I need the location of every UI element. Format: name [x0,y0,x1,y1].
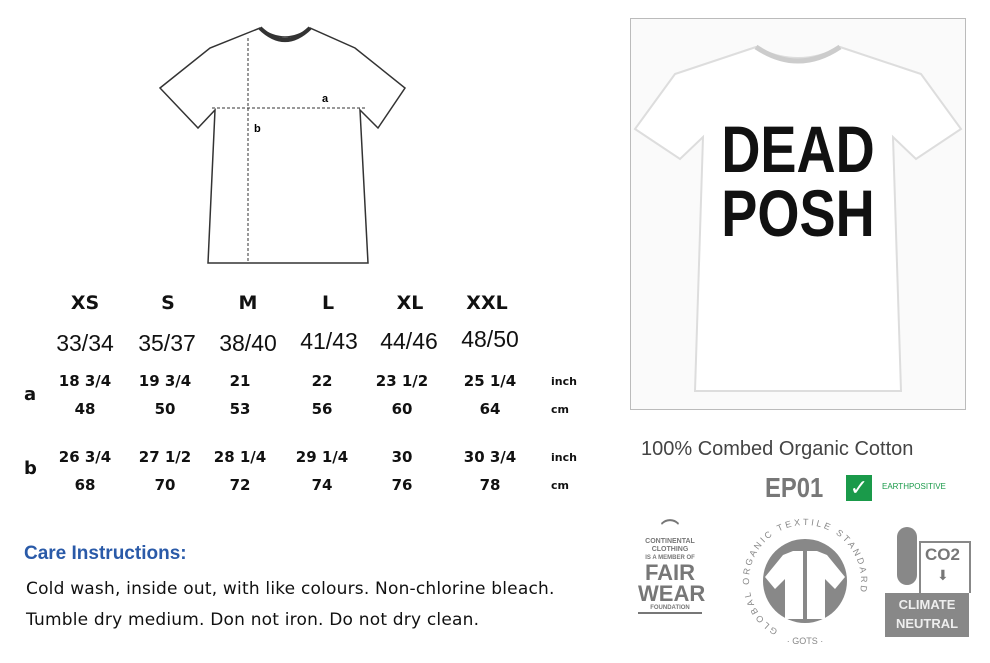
measurement-cell: 48 [74,400,96,418]
care-line-2: Tumble dry medium. Don not iron. Do not … [26,610,480,630]
measurement-cell: 70 [154,476,176,494]
measurement-cell: 60 [391,400,413,418]
material-label: 100% Combed Organic Cotton [641,438,914,460]
size-s: S [161,292,175,314]
climate-text: NEUTRAL [895,616,959,631]
foot-icon [897,527,917,585]
climate-neutral-logo: CO2 ⬇ CLIMATE NEUTRAL [885,527,971,637]
brand-label: EARTHPOSITIVE [882,482,946,491]
chest-xs: 33/34 [56,330,114,356]
fw-text: IS A MEMBER OF [645,555,695,561]
measurement-cell: 72 [229,476,251,494]
co2-label: CO2 [925,545,960,564]
unit-label: inch [551,451,577,464]
unit-label: inch [551,375,577,388]
gots-bottom-text: · GOTS · [787,636,824,646]
measurement-cell: 29 1/4 [295,448,349,466]
product-code: EP01 [765,472,824,503]
size-xl: XL [396,292,424,314]
gots-logo: GLOBAL ORGANIC TEXTILE STANDARD · GOTS · [741,517,867,646]
fair-wear-logo: ⌒ CONTINENTAL CLOTHING IS A MEMBER OF FA… [638,519,706,614]
measurement-cell: 68 [74,476,96,494]
measurement-cell: 28 1/4 [213,448,267,466]
measurement-cell: 27 1/2 [138,448,192,466]
care-line-1: Cold wash, inside out, with like colours… [26,579,555,599]
size-xs: XS [70,292,100,314]
print-line-1: DEAD [721,112,875,186]
fw-text: CONTINENTAL [645,538,695,545]
measurement-cell: 25 1/4 [463,372,517,390]
care-title: Care Instructions: [24,543,187,564]
measurement-cell: 18 3/4 [58,372,112,390]
row-label-b: b [24,458,37,479]
chest-m: 38/40 [219,330,277,356]
chest-s: 35/37 [138,330,196,356]
measurement-cell: 56 [311,400,333,418]
measurement-cell: 64 [479,400,501,418]
size-l: L [321,292,335,314]
measurement-cell: 50 [154,400,176,418]
tshirt-size-diagram: a b [158,26,407,264]
measurement-cell: 22 [311,372,333,390]
measurement-cell: 30 3/4 [463,448,517,466]
measurement-cell: 53 [229,400,251,418]
chest-xl: 44/46 [380,328,438,354]
arrow-down-icon: ⬇ [937,567,949,583]
fw-text: FOUNDATION [638,604,702,614]
hanger-icon: ⌒ [661,519,679,539]
measurement-cell: 26 3/4 [58,448,112,466]
measurement-cell: 23 1/2 [375,372,429,390]
label-b: b [254,123,261,135]
measurement-cell: 30 [391,448,413,466]
fw-text: FAIR [644,560,696,585]
shirt-print: DEAD POSH [661,112,935,250]
chest-l: 41/43 [300,328,358,354]
fw-text: CLOTHING [651,546,689,553]
measurement-cell: 74 [311,476,333,494]
measurement-cell: 78 [479,476,501,494]
unit-label: cm [551,479,569,492]
label-a: a [322,93,329,105]
measurement-cell: 76 [391,476,413,494]
tshirt-photo [633,44,963,392]
check-icon: ✓ [846,475,872,501]
fw-text: WEAR [638,581,706,606]
row-label-a: a [24,384,37,405]
climate-text: CLIMATE [898,597,956,612]
print-line-2: POSH [721,176,875,250]
product-photo: DEAD POSH [630,18,966,410]
unit-label: cm [551,403,569,416]
size-xxl: XXL [466,292,508,314]
measurement-cell: 19 3/4 [138,372,192,390]
measurement-cell: 21 [229,372,251,390]
size-m: M [238,292,258,314]
chest-xxl: 48/50 [461,326,519,352]
